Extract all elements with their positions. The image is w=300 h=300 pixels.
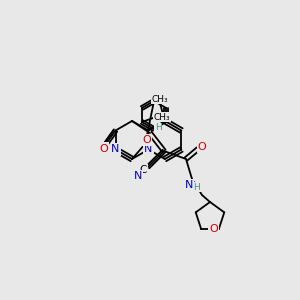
Text: O: O bbox=[198, 142, 206, 152]
Text: N: N bbox=[111, 145, 120, 154]
Text: N: N bbox=[185, 180, 193, 190]
Text: N: N bbox=[144, 145, 153, 154]
Text: C: C bbox=[139, 165, 147, 175]
Text: O: O bbox=[142, 135, 152, 145]
Text: CH₃: CH₃ bbox=[152, 94, 168, 103]
Text: CH₃: CH₃ bbox=[154, 112, 170, 122]
Text: O: O bbox=[99, 143, 108, 154]
Text: H: H bbox=[194, 182, 200, 191]
Text: H: H bbox=[154, 124, 161, 133]
Text: N: N bbox=[134, 171, 142, 181]
Text: O: O bbox=[209, 224, 218, 234]
